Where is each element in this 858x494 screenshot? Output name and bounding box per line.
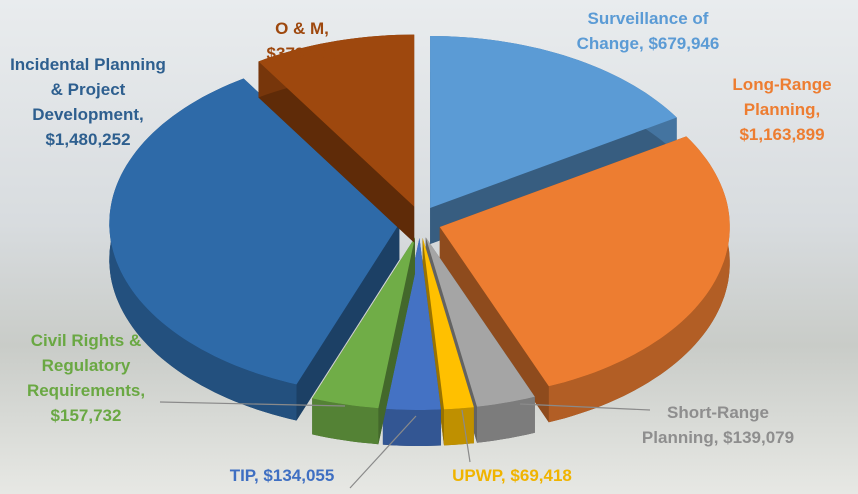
data-label: UPWP, $69,418: [412, 463, 612, 488]
category-label: TIP,: [230, 466, 259, 485]
value-label: $157,732: [51, 406, 122, 425]
value-label: $69,418: [510, 466, 571, 485]
value-label: $379,175: [267, 44, 338, 63]
category-label: Long-Range Planning,: [732, 75, 831, 119]
category-label: Civil Rights & Regulatory Requirements,: [27, 331, 145, 400]
data-label: Surveillance of Change, $679,946: [553, 6, 743, 56]
category-label: Incidental Planning & Project Developmen…: [10, 55, 166, 124]
data-label: Short-Range Planning, $139,079: [638, 400, 798, 450]
data-label: O & M, $379,175: [242, 16, 362, 66]
category-label: UPWP,: [452, 466, 506, 485]
data-label: Long-Range Planning, $1,163,899: [707, 72, 857, 147]
slice-wall: [444, 407, 474, 445]
data-label: Civil Rights & Regulatory Requirements, …: [0, 328, 174, 428]
slice-wall: [383, 409, 441, 446]
data-label: Incidental Planning & Project Developmen…: [3, 52, 173, 152]
data-label: TIP, $134,055: [182, 463, 382, 488]
value-label: $139,079: [723, 428, 794, 447]
chart: Surveillance of Change, $679,946 Long-Ran…: [0, 0, 858, 494]
value-label: $1,480,252: [45, 130, 130, 149]
value-label: $134,055: [263, 466, 334, 485]
value-label: $1,163,899: [739, 125, 824, 144]
category-label: O & M,: [275, 19, 329, 38]
value-label: $679,946: [648, 34, 719, 53]
